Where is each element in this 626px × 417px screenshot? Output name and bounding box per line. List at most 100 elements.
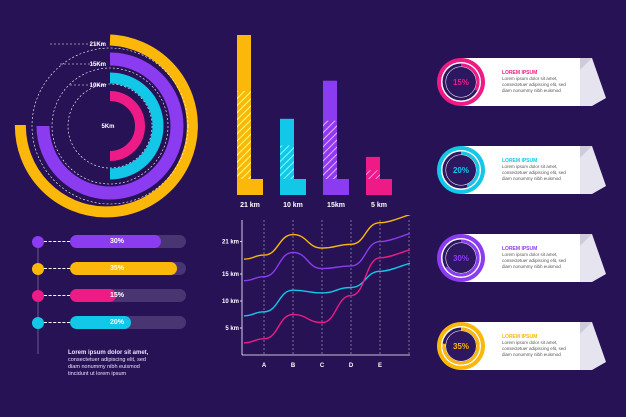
card-panel (460, 58, 606, 106)
progress-dot (32, 317, 44, 329)
card-line: diam nonummy nibh euismod (502, 352, 561, 357)
series-line (243, 215, 411, 260)
donut-arc (442, 151, 480, 189)
y-tick-label: 21 km (222, 240, 239, 246)
radial-guide (31, 47, 189, 205)
series-line (243, 249, 411, 344)
bar-foot (280, 179, 306, 195)
card-text: LOREM IPSUM Lorem ipsum dolor sit amet, co… (502, 246, 582, 270)
radial-guide (51, 67, 169, 185)
bar-foot (323, 179, 349, 195)
bar-foot (237, 179, 263, 195)
bar-foot (366, 179, 392, 195)
progress-label: 30% (110, 238, 125, 245)
progress-dot (32, 263, 44, 275)
series-line (243, 262, 411, 317)
card-line: Lorem ipsum dolor sit amet, (502, 164, 558, 169)
info-card: 35% LOREM IPSUM Lorem ipsum dolor sit amet… (430, 314, 612, 378)
progress-track: 35% (70, 262, 186, 275)
bar-label: 21 km (240, 202, 260, 209)
note-line: consectetuer adipiscing elit, sed (68, 357, 146, 363)
x-tick-label: A (262, 363, 267, 369)
progress-label: 35% (110, 265, 125, 272)
card-text: LOREM IPSUM Lorem ipsum dolor sit amet, co… (502, 70, 582, 94)
bar-chart: 21 km 10 km 15km 5 km (237, 35, 392, 209)
x-tick-label: D (349, 363, 354, 369)
info-card: 30% LOREM IPSUM Lorem ipsum dolor sit amet… (430, 226, 612, 290)
progress-fill: 20% (70, 316, 131, 329)
card-percent: 15% (453, 78, 469, 87)
progress-note: Lorem ipsum dolor sit amet, consectetuer… (68, 350, 208, 378)
radial-ring-21km (14, 34, 198, 218)
info-cards: 15% LOREM IPSUM Lorem ipsum dolor sit amet… (430, 50, 620, 380)
progress-label: 20% (110, 319, 125, 326)
y-tick-label: 15 km (222, 272, 239, 278)
progress-track: 30% (70, 235, 186, 248)
card-title: LOREM IPSUM (502, 158, 538, 164)
card-line: Lorem ipsum dolor sit amet, (502, 76, 558, 81)
bar-hatch (237, 91, 251, 179)
note-line: tincidunt ut lorem ipsum (68, 371, 127, 377)
x-tick-label: C (320, 363, 325, 369)
card-line: Lorem ipsum dolor sit amet, (502, 252, 558, 257)
progress-leader (44, 268, 70, 270)
donut-arc (442, 239, 480, 277)
info-card: 15% LOREM IPSUM Lorem ipsum dolor sit amet… (430, 50, 612, 114)
card-line: diam nonummy nibh euismod (502, 88, 561, 93)
progress-dot (32, 290, 44, 302)
progress-track: 15% (70, 289, 186, 302)
x-tick-label: E (378, 363, 382, 369)
progress-leader (44, 322, 70, 324)
radial-ring-15km (36, 52, 184, 200)
progress-leader (44, 241, 70, 243)
card-line: consectetuer adipiscing elit, sed (502, 82, 566, 87)
card-title: LOREM IPSUM (502, 334, 538, 340)
card-donut: 35% (437, 322, 485, 370)
radial-label: 10Km (90, 83, 106, 89)
card-line: consectetuer adipiscing elit, sed (502, 258, 566, 263)
progress-track: 20% (70, 316, 186, 329)
radial-label: 15Km (90, 62, 106, 68)
card-panel (460, 146, 606, 194)
bar-label: 5 km (371, 202, 387, 209)
card-percent: 20% (453, 166, 469, 175)
x-tick-label: B (291, 363, 296, 369)
radial-ring-5km (109, 91, 146, 161)
bar-label: 15km (327, 202, 345, 209)
note-title: Lorem ipsum dolor sit amet, (68, 350, 149, 356)
card-donut: 20% (437, 146, 485, 194)
bar-hatch (323, 120, 337, 184)
card-text: LOREM IPSUM Lorem ipsum dolor sit amet, co… (502, 158, 582, 182)
y-tick-label: 10 km (222, 299, 239, 305)
line-chart: 5 km 10 km 15 km 21 km A B C D E (222, 215, 411, 369)
card-title: LOREM IPSUM (502, 70, 538, 76)
progress-fill: 35% (70, 262, 177, 275)
card-donut: 30% (437, 234, 485, 282)
progress-fill: 30% (70, 235, 161, 248)
note-line: diam nonummy nibh euismod (68, 364, 140, 370)
card-line: consectetuer adipiscing elit, sed (502, 170, 566, 175)
progress-list: 30% 35% 15% 20% (30, 230, 200, 354)
y-tick-label: 5 km (225, 326, 239, 332)
donut-arc (442, 63, 480, 101)
card-percent: 30% (453, 254, 469, 263)
series-line (243, 232, 411, 282)
card-donut: 15% (437, 58, 485, 106)
card-percent: 35% (453, 342, 469, 351)
radial-ring-10km (109, 72, 164, 180)
donut-arc (442, 327, 480, 365)
card-line: diam nonummy nibh euismod (502, 264, 561, 269)
progress-dot (32, 236, 44, 248)
radial-label: 5Km (101, 124, 114, 130)
card-title: LOREM IPSUM (502, 246, 538, 252)
card-line: consectetuer adipiscing elit, sed (502, 346, 566, 351)
progress-fill: 15% (70, 289, 124, 302)
progress-leader (44, 295, 70, 297)
card-text: LOREM IPSUM Lorem ipsum dolor sit amet, co… (502, 334, 582, 358)
bar-hatch (280, 145, 294, 188)
radial-chart: 21Km 15Km 10Km 5Km (14, 34, 198, 218)
progress-label: 15% (110, 292, 125, 299)
bar-label: 10 km (283, 202, 303, 209)
card-panel (460, 234, 606, 282)
radial-guide (67, 83, 153, 169)
